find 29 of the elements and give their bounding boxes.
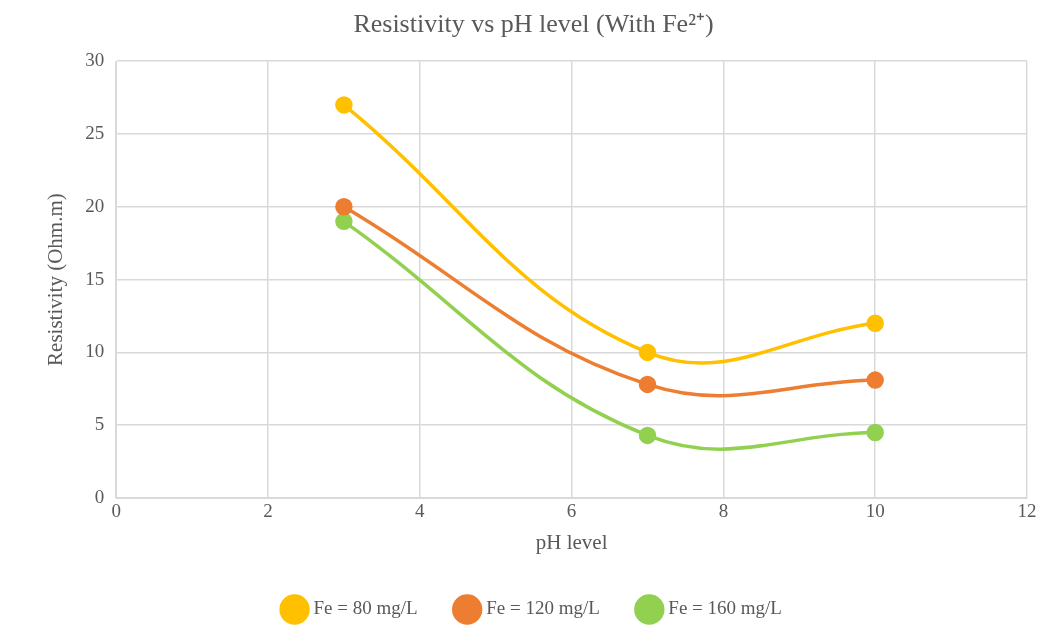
y-tick-label: 25 — [85, 121, 105, 143]
legend-label: Fe = 160 mg/L — [668, 597, 782, 619]
y-tick-label: 20 — [85, 194, 105, 216]
x-axis-title: pH level — [535, 529, 608, 554]
point — [638, 375, 657, 394]
point — [335, 198, 353, 216]
x-tick-label: 10 — [865, 500, 885, 522]
point — [335, 212, 353, 231]
x-tick-label: 4 — [415, 500, 426, 522]
y-tick-label: 5 — [94, 413, 105, 435]
y-tick-label: 30 — [85, 49, 105, 71]
point — [638, 426, 657, 445]
point — [638, 343, 657, 362]
point — [335, 96, 353, 114]
point — [866, 314, 884, 333]
y-tick-label: 15 — [85, 267, 105, 289]
legend-label: Fe = 80 mg/L — [313, 597, 418, 619]
chart-title: Resistivity vs pH level (With Fe²⁺) — [353, 9, 714, 39]
y-tick-label: 0 — [94, 485, 105, 507]
point — [866, 371, 884, 389]
x-tick-label: 0 — [111, 500, 121, 522]
x-tick-label: 8 — [718, 500, 729, 522]
y-tick-label: 10 — [85, 340, 105, 362]
legend-label: Fe = 120 mg/L — [486, 597, 600, 619]
point — [866, 423, 884, 442]
y-axis-title: Resistivity (Ohm.m) — [43, 193, 68, 366]
x-tick-label: 12 — [1017, 500, 1037, 522]
x-tick-label: 2 — [263, 500, 273, 522]
x-tick-label: 6 — [566, 500, 577, 522]
